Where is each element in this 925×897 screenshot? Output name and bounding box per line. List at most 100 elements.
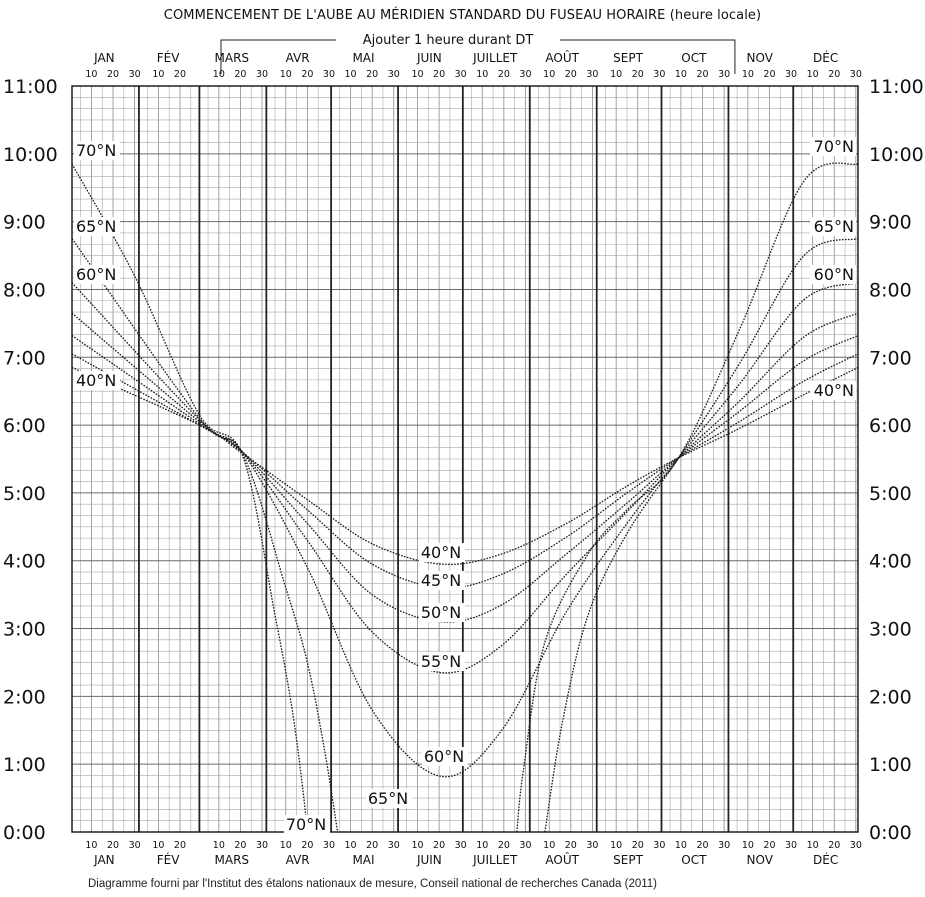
- y-tick-label-left: 7:00: [3, 347, 46, 369]
- y-tick-label-right: 2:00: [869, 686, 912, 708]
- day-tick-bottom: 10: [345, 840, 357, 851]
- day-tick-top: 10: [85, 69, 97, 80]
- y-tick-label-right: 8:00: [869, 279, 912, 301]
- series-label: 60°N: [814, 265, 854, 284]
- month-label-top: SEPT: [613, 51, 643, 65]
- y-tick-label-left: 2:00: [3, 686, 46, 708]
- month-label-bottom: JUILLET: [472, 853, 518, 867]
- day-tick-top: 20: [433, 69, 445, 80]
- day-tick-top: 20: [565, 69, 577, 80]
- y-tick-label-right: 10:00: [869, 144, 924, 166]
- y-tick-label-right: 7:00: [869, 347, 912, 369]
- month-label-bottom: FÉV: [157, 852, 180, 867]
- day-tick-top: 30: [718, 69, 730, 80]
- y-tick-label-left: 0:00: [3, 822, 46, 844]
- series-line: [71, 163, 309, 833]
- month-label-top: NOV: [747, 51, 774, 65]
- day-tick-bottom: 30: [256, 840, 268, 851]
- series-label: 65°N: [814, 217, 854, 236]
- day-tick-top: 10: [543, 69, 555, 80]
- month-label-top: JUILLET: [472, 51, 518, 65]
- series-label: 50°N: [421, 603, 461, 622]
- series-line: [544, 237, 859, 833]
- day-tick-top: 30: [586, 69, 598, 80]
- day-tick-bottom: 20: [498, 840, 510, 851]
- day-tick-top: 10: [742, 69, 754, 80]
- day-tick-top: 10: [807, 69, 819, 80]
- day-tick-bottom: 10: [675, 840, 687, 851]
- chart-axes: 0:00 0:00 1:00 1:00 2:00 2:00 3:00 3:00 4:00 4:00…: [3, 50, 924, 867]
- month-label-bottom: NOV: [747, 853, 774, 867]
- day-tick-top: 20: [828, 69, 840, 80]
- series-line: [516, 162, 859, 833]
- series-line: [71, 353, 859, 589]
- day-tick-top: 20: [107, 69, 119, 80]
- series-label: 40°N: [76, 371, 116, 390]
- day-tick-bottom: 10: [411, 840, 423, 851]
- y-tick-label-right: 3:00: [869, 619, 912, 641]
- day-tick-bottom: 30: [455, 840, 467, 851]
- month-label-top: JUIN: [416, 51, 442, 65]
- day-tick-bottom: 10: [742, 840, 754, 851]
- month-label-top: JAN: [93, 51, 115, 65]
- month-label-bottom: MARS: [215, 853, 250, 867]
- day-tick-top: 30: [785, 69, 797, 80]
- month-label-top: DÉC: [813, 50, 838, 65]
- y-tick-label-left: 9:00: [3, 212, 46, 234]
- month-label-top: MARS: [215, 51, 250, 65]
- day-tick-top: 30: [519, 69, 531, 80]
- plot-frame: [71, 85, 859, 833]
- chart-series: [71, 162, 859, 833]
- day-tick-top: 10: [411, 69, 423, 80]
- y-tick-label-left: 3:00: [3, 619, 46, 641]
- dst-note: Ajouter 1 heure durant DT: [363, 33, 534, 48]
- chart-credit: Diagramme fourni par l'Institut des étal…: [88, 878, 657, 890]
- month-label-bottom: AVR: [286, 853, 310, 867]
- day-tick-top: 20: [696, 69, 708, 80]
- series-label: 40°N: [814, 381, 854, 400]
- day-tick-top: 30: [323, 69, 335, 80]
- y-tick-label-left: 11:00: [3, 76, 58, 98]
- series-label: 60°N: [424, 747, 464, 766]
- day-tick-top: 10: [610, 69, 622, 80]
- day-tick-bottom: 30: [653, 840, 665, 851]
- day-tick-bottom: 20: [433, 840, 445, 851]
- day-tick-bottom: 20: [696, 840, 708, 851]
- month-label-bottom: MAI: [352, 853, 374, 867]
- day-tick-top: 20: [366, 69, 378, 80]
- day-tick-top: 30: [850, 69, 862, 80]
- chart-grid: [72, 86, 858, 832]
- y-tick-label-right: 5:00: [869, 483, 912, 505]
- month-label-bottom: DÉC: [813, 852, 838, 867]
- day-tick-bottom: 10: [543, 840, 555, 851]
- chart-labels: 70°N 65°N 60°N 40°N 70°N 65°N 60°N 40°N 40°N 45°N…: [74, 137, 856, 834]
- day-tick-bottom: 20: [828, 840, 840, 851]
- month-label-bottom: JUIN: [416, 853, 442, 867]
- series-label: 65°N: [368, 789, 408, 808]
- chart-title: COMMENCEMENT DE L'AUBE AU MÉRIDIEN STAND…: [163, 8, 762, 23]
- day-tick-top: 30: [653, 69, 665, 80]
- series-line: [71, 334, 859, 623]
- series-label: 65°N: [76, 217, 116, 236]
- series-label: 45°N: [421, 571, 461, 590]
- month-label-bottom: OCT: [681, 853, 707, 867]
- day-tick-bottom: 30: [388, 840, 400, 851]
- day-tick-top: 20: [632, 69, 644, 80]
- day-tick-top: 20: [763, 69, 775, 80]
- day-tick-top: 10: [345, 69, 357, 80]
- day-tick-top: 30: [388, 69, 400, 80]
- series-label: 70°N: [814, 137, 854, 156]
- day-tick-top: 10: [213, 69, 225, 80]
- series-label: 70°N: [76, 141, 116, 160]
- day-tick-bottom: 30: [850, 840, 862, 851]
- day-tick-top: 30: [455, 69, 467, 80]
- month-label-top: OCT: [681, 51, 707, 65]
- day-tick-bottom: 20: [107, 840, 119, 851]
- day-tick-bottom: 30: [323, 840, 335, 851]
- day-tick-top: 20: [498, 69, 510, 80]
- day-tick-bottom: 30: [785, 840, 797, 851]
- day-tick-bottom: 20: [234, 840, 246, 851]
- day-tick-bottom: 20: [366, 840, 378, 851]
- day-tick-bottom: 10: [807, 840, 819, 851]
- day-tick-bottom: 10: [152, 840, 164, 851]
